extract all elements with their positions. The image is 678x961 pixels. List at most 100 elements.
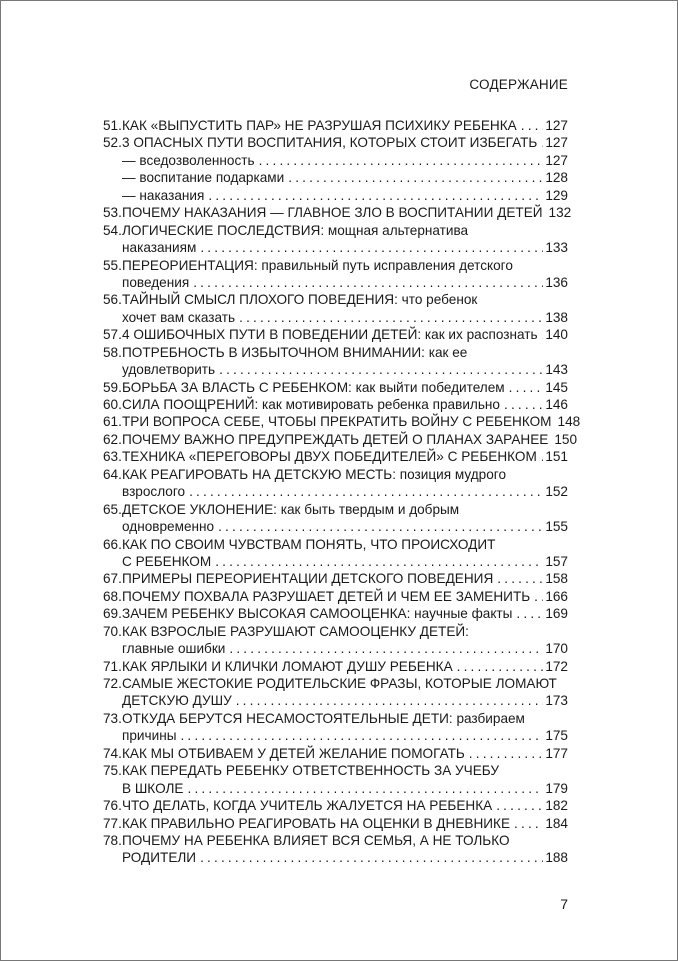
entry-title: САМЫЕ ЖЕСТОКИЕ РОДИТЕЛЬСКИЕ ФРАЗЫ, КОТОР… bbox=[122, 676, 557, 691]
entry-number: 57. bbox=[103, 327, 122, 343]
toc-entry[interactable]: 56. ТАЙНЫЙ СМЫСЛ ПЛОХОГО ПОВЕДЕНИЯ: что р… bbox=[103, 291, 568, 326]
toc-entry[interactable]: 62. ПОЧЕМУ ВАЖНО ПРЕДУПРЕЖДАТЬ ДЕТЕЙ О ПЛ… bbox=[103, 431, 577, 448]
indent bbox=[103, 309, 122, 326]
toc-entry[interactable]: 66. КАК ПО СВОИМ ЧУВСТВАМ ПОНЯТЬ, ЧТО ПРО… bbox=[103, 536, 568, 571]
toc-entry[interactable]: 65. ДЕТСКОЕ УКЛОНЕНИЕ: как быть твердым и… bbox=[103, 501, 568, 536]
toc-line: 55. ПЕРЕОРИЕНТАЦИЯ: правильный путь испра… bbox=[103, 257, 568, 274]
entry-title: ПОЧЕМУ ПОХВАЛА РАЗРУШАЕТ ДЕТЕЙ И ЧЕМ ЕЕ … bbox=[122, 588, 531, 604]
entry-number: 69. bbox=[103, 606, 122, 622]
toc-entry[interactable]: 61. ТРИ ВОПРОСА СЕБЕ, ЧТОБЫ ПРЕКРАТИТЬ ВО… bbox=[103, 413, 580, 430]
dot-leader bbox=[504, 396, 543, 413]
toc-entry[interactable]: 69. ЗАЧЕМ РЕБЕНКУ ВЫСОКАЯ САМООЦЕНКА: нау… bbox=[103, 605, 568, 622]
toc-line: 60. СИЛА ПООЩРЕНИЙ: как мотивировать ребе… bbox=[103, 396, 568, 413]
toc-line: 62. ПОЧЕМУ ВАЖНО ПРЕДУПРЕЖДАТЬ ДЕТЕЙ О ПЛ… bbox=[103, 431, 577, 448]
entry-page: 129 bbox=[545, 187, 568, 203]
toc-entry[interactable]: 71. КАК ЯРЛЫКИ И КЛИЧКИ ЛОМАЮТ ДУШУ РЕБЕН… bbox=[103, 658, 568, 675]
toc-entry[interactable]: 73. ОТКУДА БЕРУТСЯ НЕСАМОСТОЯТЕЛЬНЫЕ ДЕТИ… bbox=[103, 710, 568, 745]
toc-line: 61. ТРИ ВОПРОСА СЕБЕ, ЧТОБЫ ПРЕКРАТИТЬ ВО… bbox=[103, 413, 580, 430]
entry-title: КАК МЫ ОТБИВАЕМ У ДЕТЕЙ ЖЕЛАНИЕ ПОМОГАТЬ bbox=[122, 745, 465, 761]
entry-page: 177 bbox=[545, 745, 568, 761]
toc-entry[interactable]: 59. БОРЬБА ЗА ВЛАСТЬ С РЕБЕНКОМ: как выйт… bbox=[103, 379, 568, 396]
dot-leader bbox=[514, 815, 543, 832]
entry-title: КАК ПО СВОИМ ЧУВСТВАМ ПОНЯТЬ, ЧТО ПРОИСХ… bbox=[122, 536, 496, 552]
toc-entry[interactable]: 70. КАК ВЗРОСЛЫЕ РАЗРУШАЮТ САМООЦЕНКУ ДЕТ… bbox=[103, 623, 568, 658]
entry-title: причины bbox=[122, 728, 177, 744]
entry-number: 70. bbox=[103, 623, 122, 639]
entry-title: С РЕБЕНКОМ bbox=[122, 553, 212, 569]
indent bbox=[103, 361, 122, 378]
toc-line: 54. ЛОГИЧЕСКИЕ ПОСЛЕДСТВИЯ: мощная альтер… bbox=[103, 222, 568, 239]
toc-line: 78. ПОЧЕМУ НА РЕБЕНКА ВЛИЯЕТ ВСЯ СЕМЬЯ, А… bbox=[103, 832, 568, 849]
dot-leader bbox=[288, 169, 543, 186]
toc-entry[interactable]: 53. ПОЧЕМУ НАКАЗАНИЯ — ГЛАВНОЕ ЗЛО В ВОСП… bbox=[103, 204, 571, 221]
toc-line: С РЕБЕНКОМ 157 bbox=[103, 553, 568, 570]
toc-entry[interactable]: 51. КАК «ВЫПУСТИТЬ ПАР» НЕ РАЗРУШАЯ ПСИХИ… bbox=[103, 117, 568, 134]
entry-page: 127 bbox=[545, 118, 568, 133]
toc-line: 51. КАК «ВЫПУСТИТЬ ПАР» НЕ РАЗРУШАЯ ПСИХИ… bbox=[103, 117, 568, 134]
entry-page: 151 bbox=[545, 449, 568, 465]
toc-line: хочет вам сказать 138 bbox=[103, 309, 568, 326]
toc-entry[interactable]: 78. ПОЧЕМУ НА РЕБЕНКА ВЛИЯЕТ ВСЯ СЕМЬЯ, А… bbox=[103, 832, 568, 867]
toc-entry[interactable]: 60. СИЛА ПООЩРЕНИЙ: как мотивировать ребе… bbox=[103, 396, 568, 413]
dot-leader bbox=[189, 483, 543, 500]
entry-page: 166 bbox=[545, 588, 568, 604]
dot-leader bbox=[187, 780, 543, 797]
entry-title: хочет вам сказать bbox=[122, 309, 236, 325]
entry-page: 138 bbox=[545, 309, 568, 325]
toc-entry[interactable]: 74. КАК МЫ ОТБИВАЕМ У ДЕТЕЙ ЖЕЛАНИЕ ПОМОГ… bbox=[103, 745, 568, 762]
toc-line: 63. ТЕХНИКА «ПЕРЕГОВОРЫ ДВУХ ПОБЕДИТЕЛЕЙ»… bbox=[103, 448, 568, 465]
entry-number: 60. bbox=[103, 397, 122, 412]
entry-number: 59. bbox=[103, 379, 122, 395]
toc-line: 59. БОРЬБА ЗА ВЛАСТЬ С РЕБЕНКОМ: как выйт… bbox=[103, 379, 568, 396]
toc-entry[interactable]: 72. САМЫЕ ЖЕСТОКИЕ РОДИТЕЛЬСКИЕ ФРАЗЫ, КО… bbox=[103, 675, 568, 710]
toc-entry[interactable]: 52. 3 ОПАСНЫХ ПУТИ ВОСПИТАНИЯ, КОТОРЫХ СТ… bbox=[103, 134, 568, 151]
entry-page: 175 bbox=[545, 728, 568, 744]
dot-leader bbox=[497, 570, 543, 587]
dot-leader bbox=[200, 849, 543, 866]
dot-leader bbox=[180, 727, 543, 744]
entry-title: ОТКУДА БЕРУТСЯ НЕСАМОСТОЯТЕЛЬНЫЕ ДЕТИ: р… bbox=[122, 710, 525, 726]
entry-number: 72. bbox=[103, 676, 122, 691]
toc-entry[interactable]: 54. ЛОГИЧЕСКИЕ ПОСЛЕДСТВИЯ: мощная альтер… bbox=[103, 222, 568, 257]
indent bbox=[103, 849, 122, 866]
entry-title: КАК ПРАВИЛЬНО РЕАГИРОВАТЬ НА ОЦЕНКИ В ДН… bbox=[122, 815, 511, 831]
toc-entry[interactable]: 64. КАК РЕАГИРОВАТЬ НА ДЕТСКУЮ МЕСТЬ: поз… bbox=[103, 466, 568, 501]
dot-leader bbox=[469, 745, 544, 762]
toc-subentry[interactable]: — воспитание подарками 128 bbox=[103, 169, 568, 186]
toc-line: 72. САМЫЕ ЖЕСТОКИЕ РОДИТЕЛЬСКИЕ ФРАЗЫ, КО… bbox=[103, 675, 568, 692]
indent bbox=[103, 727, 122, 744]
toc-entry[interactable]: 63. ТЕХНИКА «ПЕРЕГОВОРЫ ДВУХ ПОБЕДИТЕЛЕЙ»… bbox=[103, 448, 568, 465]
toc-entry[interactable]: 55. ПЕРЕОРИЕНТАЦИЯ: правильный путь испра… bbox=[103, 257, 568, 292]
entry-number: 51. bbox=[103, 118, 122, 133]
toc-line: 57. 4 ОШИБОЧНЫХ ПУТИ В ПОВЕДЕНИИ ДЕТЕЙ: к… bbox=[103, 326, 568, 343]
toc-entry[interactable]: 77. КАК ПРАВИЛЬНО РЕАГИРОВАТЬ НА ОЦЕНКИ В… bbox=[103, 815, 568, 832]
dot-leader bbox=[516, 605, 543, 622]
entry-title: удовлетворить bbox=[122, 362, 216, 378]
indent bbox=[103, 274, 122, 291]
toc-entry[interactable]: 68. ПОЧЕМУ ПОХВАЛА РАЗРУШАЕТ ДЕТЕЙ И ЧЕМ … bbox=[103, 588, 568, 605]
toc-entry[interactable]: 58. ПОТРЕБНОСТЬ В ИЗБЫТОЧНОМ ВНИМАНИИ: ка… bbox=[103, 344, 568, 379]
entry-number: 74. bbox=[103, 745, 122, 761]
toc-entry[interactable]: 57. 4 ОШИБОЧНЫХ ПУТИ В ПОВЕДЕНИИ ДЕТЕЙ: к… bbox=[103, 326, 568, 343]
toc-entry[interactable]: 75. КАК ПЕРЕДАТЬ РЕБЕНКУ ОТВЕТСТВЕННОСТЬ … bbox=[103, 762, 568, 797]
entry-page: 133 bbox=[545, 240, 568, 256]
entry-number: 78. bbox=[103, 832, 122, 848]
entry-title: РОДИТЕЛИ bbox=[122, 850, 197, 866]
page-number: 7 bbox=[560, 896, 568, 912]
entry-title: ПОЧЕМУ ВАЖНО ПРЕДУПРЕЖДАТЬ ДЕТЕЙ О ПЛАНА… bbox=[122, 431, 549, 447]
entry-number: 61. bbox=[103, 414, 122, 430]
entry-title: ПОТРЕБНОСТЬ В ИЗБЫТОЧНОМ ВНИМАНИИ: как е… bbox=[122, 344, 468, 360]
indent bbox=[103, 483, 122, 500]
entry-number: 54. bbox=[103, 222, 122, 238]
entry-title: 3 ОПАСНЫХ ПУТИ ВОСПИТАНИЯ, КОТОРЫХ СТОИТ… bbox=[122, 135, 538, 151]
toc-entry[interactable]: 76. ЧТО ДЕЛАТЬ, КОГДА УЧИТЕЛЬ ЖАЛУЕТСЯ НА… bbox=[103, 797, 568, 814]
toc-subentry[interactable]: — вседозволенность 127 bbox=[103, 152, 568, 169]
entry-number: 75. bbox=[103, 763, 122, 779]
toc-line: 76. ЧТО ДЕЛАТЬ, КОГДА УЧИТЕЛЬ ЖАЛУЕТСЯ НА… bbox=[103, 797, 568, 814]
running-header: СОДЕРЖАНИЕ bbox=[469, 77, 568, 92]
toc-line: 52. 3 ОПАСНЫХ ПУТИ ВОСПИТАНИЯ, КОТОРЫХ СТ… bbox=[103, 134, 568, 151]
entry-title: ТАЙНЫЙ СМЫСЛ ПЛОХОГО ПОВЕДЕНИЯ: что ребе… bbox=[122, 292, 478, 308]
toc-entry[interactable]: 67. ПРИМЕРЫ ПЕРЕОРИЕНТАЦИИ ДЕТСКОГО ПОВЕД… bbox=[103, 570, 568, 587]
toc-subentry[interactable]: — наказания 129 bbox=[103, 187, 568, 204]
toc-line: 68. ПОЧЕМУ ПОХВАЛА РАЗРУШАЕТ ДЕТЕЙ И ЧЕМ … bbox=[103, 588, 568, 605]
